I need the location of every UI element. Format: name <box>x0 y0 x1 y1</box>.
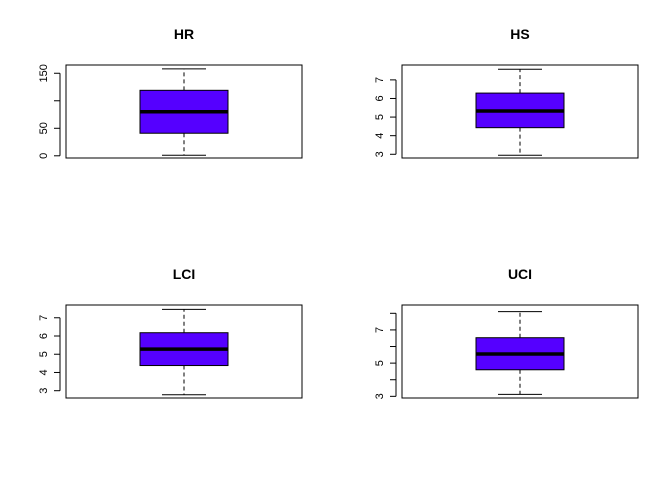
y-tick-label: 4 <box>374 133 386 139</box>
boxplot-panel-uci: UCI 3 5 7 <box>374 266 639 399</box>
y-tick-label: 4 <box>38 369 50 375</box>
y-tick-label: 3 <box>374 393 386 399</box>
y-tick-label: 7 <box>374 327 386 333</box>
y-tick-label: 150 <box>38 64 50 82</box>
plot-frame <box>65 64 303 159</box>
chart-title: UCI <box>508 266 532 282</box>
y-tick-label: 6 <box>374 95 386 101</box>
boxplot-panel-lci: LCI 3 4 5 6 7 <box>38 266 303 399</box>
chart-title: HR <box>174 26 194 42</box>
y-tick-label: 50 <box>38 122 50 134</box>
y-tick-label: 5 <box>374 114 386 120</box>
boxplot-panel-hs: HS 3 4 5 6 7 <box>374 26 639 159</box>
plot-frame <box>401 304 639 399</box>
plot-frame <box>401 64 639 159</box>
y-tick-label: 6 <box>38 333 50 339</box>
y-tick-label: 7 <box>374 77 386 83</box>
plot-frame <box>65 304 303 399</box>
y-tick-label: 7 <box>38 315 50 321</box>
chart-title: HS <box>510 26 529 42</box>
y-tick-label: 5 <box>374 360 386 366</box>
y-tick-label: 5 <box>38 351 50 357</box>
chart-title: LCI <box>173 266 196 282</box>
boxplot-panel-hr: HR 0 50 150 <box>38 26 303 159</box>
y-tick-label: 0 <box>38 153 50 159</box>
y-tick-label: 3 <box>38 388 50 394</box>
y-tick-label: 3 <box>374 151 386 157</box>
